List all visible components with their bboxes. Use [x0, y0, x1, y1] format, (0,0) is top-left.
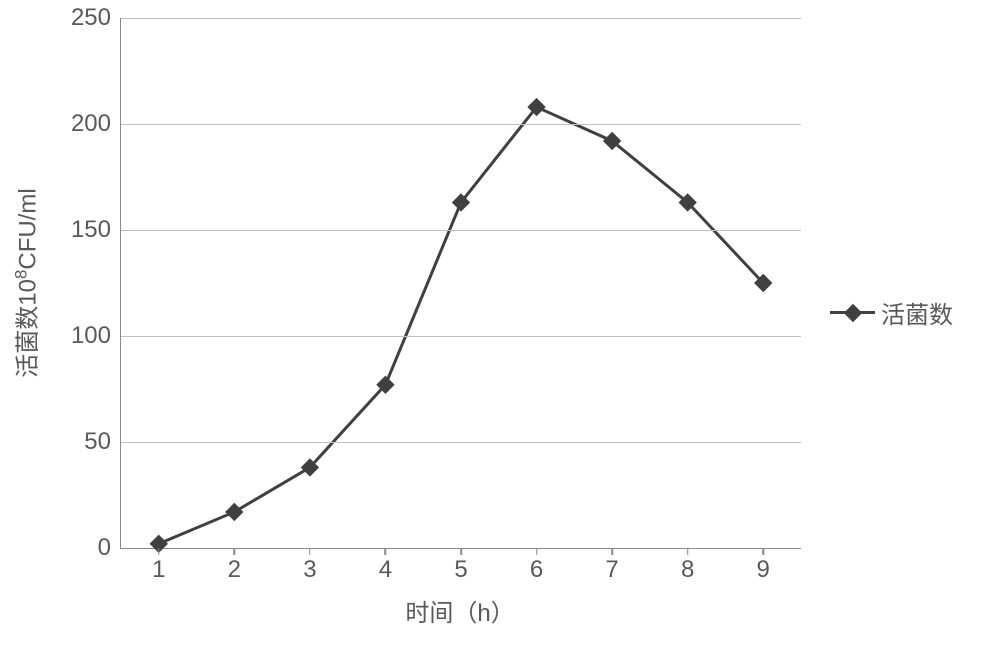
y-axis-title-suffix: CFU/ml [15, 188, 42, 269]
grid-line [121, 230, 801, 231]
x-tick-label: 2 [228, 548, 241, 584]
chart-container: 050100150200250123456789 活菌数108CFU/ml 时间… [0, 0, 1000, 654]
y-tick-label: 200 [71, 110, 121, 138]
y-axis-title-sup: 8 [12, 270, 31, 279]
series-line [121, 18, 801, 548]
legend-line [830, 311, 875, 314]
y-tick-label: 250 [71, 4, 121, 32]
x-tick-label: 9 [757, 548, 770, 584]
grid-line [121, 336, 801, 337]
x-tick-label: 7 [605, 548, 618, 584]
data-marker [225, 503, 243, 521]
y-tick-label: 0 [98, 534, 121, 562]
x-tick-label: 6 [530, 548, 543, 584]
y-axis-title: 活菌数108CFU/ml [8, 188, 43, 377]
plot-area: 050100150200250123456789 [120, 18, 801, 549]
series-polyline [159, 107, 763, 544]
x-axis-title: 时间（h） [405, 593, 514, 628]
y-axis-title-prefix: 活菌数10 [15, 279, 42, 378]
grid-line [121, 18, 801, 19]
y-tick-label: 100 [71, 322, 121, 350]
legend-marker-icon [843, 303, 861, 321]
grid-line [121, 442, 801, 443]
x-tick-label: 1 [152, 548, 165, 584]
y-tick-label: 150 [71, 216, 121, 244]
grid-line [121, 124, 801, 125]
legend-label: 活菌数 [881, 295, 953, 330]
y-tick-label: 50 [84, 428, 121, 456]
x-tick-label: 3 [303, 548, 316, 584]
x-tick-label: 8 [681, 548, 694, 584]
x-tick-label: 5 [454, 548, 467, 584]
x-tick-label: 4 [379, 548, 392, 584]
legend: 活菌数 [830, 295, 953, 330]
